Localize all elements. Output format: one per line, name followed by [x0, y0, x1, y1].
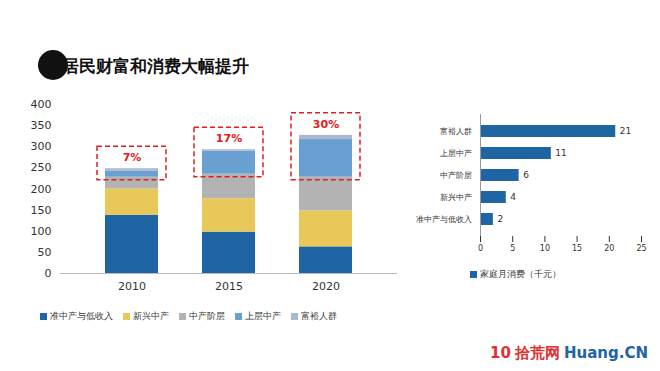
svg-text:7%: 7%: [123, 151, 142, 164]
svg-text:21: 21: [620, 126, 631, 136]
svg-text:15: 15: [572, 244, 582, 253]
svg-text:5: 5: [510, 244, 515, 253]
svg-text:400: 400: [31, 98, 52, 111]
svg-text:2: 2: [497, 214, 503, 224]
svg-text:11: 11: [555, 148, 566, 158]
svg-text:0: 0: [45, 267, 52, 280]
svg-text:50: 50: [38, 246, 52, 259]
html-text:中产阶层: 中产阶层: [189, 311, 225, 321]
svg-text:中产阶层: 中产阶层: [440, 171, 472, 180]
svg-text:30%: 30%: [313, 118, 339, 131]
html-text:富裕人群: 富裕人群: [301, 311, 337, 321]
svg-text:2010: 2010: [118, 280, 146, 293]
svg-text:200: 200: [31, 183, 52, 196]
svg-text:300: 300: [31, 140, 52, 153]
svg-text:4: 4: [510, 192, 516, 202]
svg-text:2020: 2020: [312, 280, 340, 293]
html-text:居民财富和消费大幅提升: 居民财富和消费大幅提升: [62, 56, 249, 76]
svg-text:新兴中产: 新兴中产: [440, 193, 472, 202]
svg-text:0: 0: [478, 244, 483, 253]
svg-text:10: 10: [540, 244, 550, 253]
svg-text:6: 6: [523, 170, 529, 180]
html-text:上层中产: 上层中产: [245, 311, 281, 321]
svg-text:准中产与低收入: 准中产与低收入: [416, 215, 472, 224]
svg-text:2015: 2015: [215, 280, 243, 293]
svg-text:17%: 17%: [216, 132, 242, 145]
svg-text:上层中产: 上层中产: [440, 149, 472, 158]
svg-text:富裕人群: 富裕人群: [440, 127, 472, 136]
svg-text:350: 350: [31, 119, 52, 132]
html-text:准中产与低收入: 准中产与低收入: [50, 311, 113, 321]
svg-text:150: 150: [31, 204, 52, 217]
svg-text:25: 25: [636, 244, 646, 253]
svg-text:20: 20: [604, 244, 614, 253]
html-text:家庭月消费（千元）: 家庭月消费（千元）: [480, 269, 561, 279]
svg-text:100: 100: [31, 225, 52, 238]
html-text:新兴中产: 新兴中产: [133, 311, 169, 321]
html-text:10 拾荒网 Huang.CN: 10 拾荒网 Huang.CN: [490, 344, 648, 362]
svg-text:250: 250: [31, 161, 52, 174]
